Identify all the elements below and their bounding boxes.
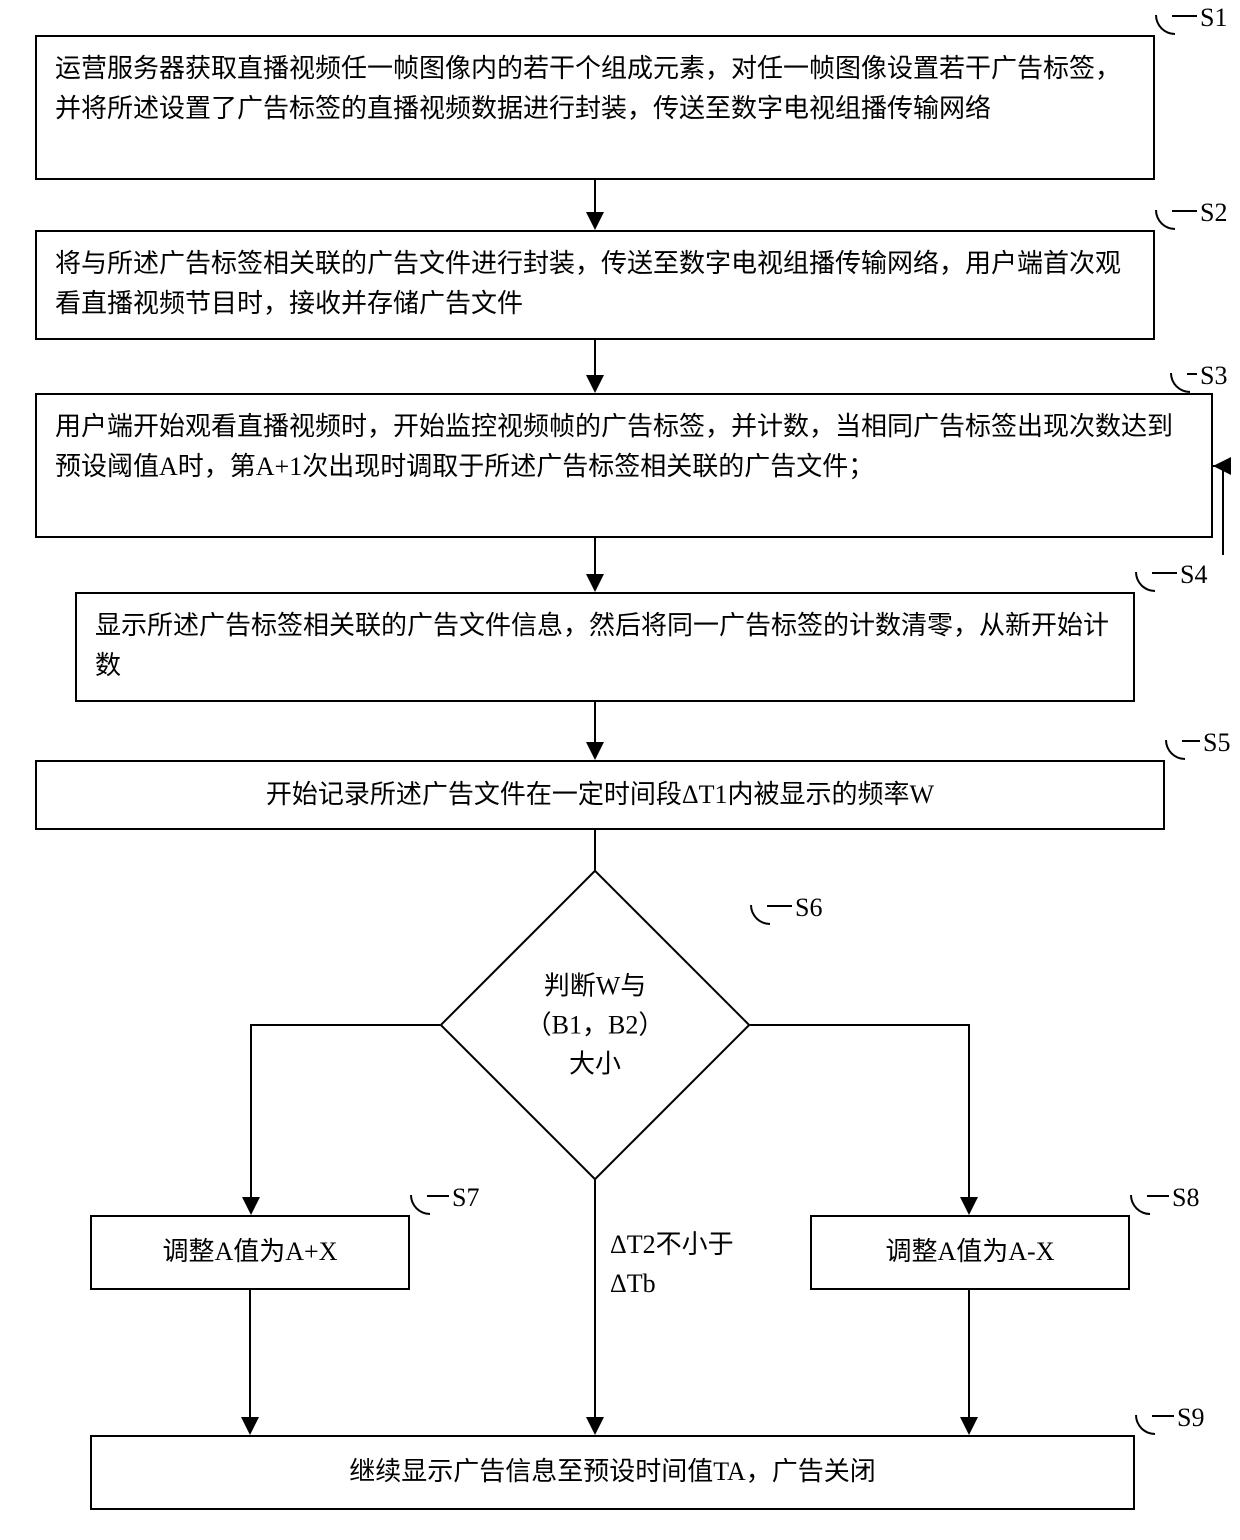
label-s1: S1	[1200, 3, 1227, 33]
edge-mid-line2: ΔTb	[610, 1264, 734, 1303]
label-s2: S2	[1200, 198, 1227, 228]
lead-curve-s5	[1165, 740, 1185, 760]
lead-curve-s8	[1130, 1195, 1150, 1215]
arrowhead-mid	[586, 1417, 604, 1435]
arrow-s1-s2	[594, 180, 596, 214]
branch-right-h	[750, 1024, 970, 1026]
s1-text: 运营服务器获取直播视频任一帧图像内的若干个组成元素，对任一帧图像设置若干广告标签…	[55, 54, 1121, 123]
arrow-s7-s9	[249, 1290, 251, 1420]
arrow-s4-s5	[594, 702, 596, 744]
lead-curve-s1	[1155, 15, 1175, 35]
s5-text: 开始记录所述广告文件在一定时间段ΔT1内被显示的频率W	[266, 775, 934, 815]
lead-line-s2	[1172, 210, 1197, 212]
step-s8: 调整A值为A-X	[810, 1215, 1130, 1290]
s9-text: 继续显示广告信息至预设时间值TA，广告关闭	[349, 1452, 876, 1492]
arrowhead-s2-s3	[586, 375, 604, 393]
label-s4: S4	[1180, 560, 1207, 590]
step-s3: 用户端开始观看直播视频时，开始监控视频帧的广告标签，并计数，当相同广告标签出现次…	[35, 393, 1213, 538]
arrowhead-s3-s4	[586, 574, 604, 592]
lead-curve-s6	[750, 905, 770, 925]
label-s3: S3	[1200, 361, 1227, 391]
s6-line1: 判断W与	[495, 967, 695, 1006]
lead-line-s8	[1147, 1195, 1169, 1197]
arrow-s8-s9	[968, 1290, 970, 1420]
branch-left-v	[250, 1024, 252, 1199]
branch-mid-v	[594, 1180, 596, 1420]
label-s5: S5	[1203, 728, 1230, 758]
step-s4: 显示所述广告标签相关联的广告文件信息，然后将同一广告标签的计数清零，从新开始计数	[75, 592, 1135, 702]
edge-mid-line1: ΔT2不小于	[610, 1225, 734, 1264]
label-s8: S8	[1172, 1183, 1199, 1213]
lead-line-s3	[1187, 373, 1197, 375]
lead-curve-s7	[410, 1195, 430, 1215]
feedback-arrowhead	[1213, 457, 1231, 475]
lead-line-s1	[1172, 15, 1197, 17]
s8-text: 调整A值为A-X	[886, 1232, 1055, 1272]
arrowhead-left	[242, 1197, 260, 1215]
arrow-s3-s4	[594, 538, 596, 576]
s7-text: 调整A值为A+X	[163, 1232, 338, 1272]
branch-right-v	[968, 1024, 970, 1199]
arrowhead-s7-s9	[241, 1417, 259, 1435]
lead-curve-s3	[1170, 373, 1190, 393]
lead-curve-s4	[1135, 572, 1155, 592]
lead-line-s4	[1152, 572, 1177, 574]
arrowhead-s1-s2	[586, 212, 604, 230]
label-s6: S6	[795, 893, 822, 923]
arrowhead-right	[960, 1197, 978, 1215]
step-s7: 调整A值为A+X	[90, 1215, 410, 1290]
flowchart-container: 运营服务器获取直播视频任一帧图像内的若干个组成元素，对任一帧图像设置若干广告标签…	[15, 15, 1225, 1525]
decision-s6: 判断W与 （B1，B2） 大小	[440, 870, 750, 1180]
s6-line2: （B1，B2）	[495, 1006, 695, 1045]
lead-curve-s9	[1135, 1415, 1155, 1435]
lead-line-s9	[1152, 1415, 1174, 1417]
step-s2: 将与所述广告标签相关联的广告文件进行封装，传送至数字电视组播传输网络，用户端首次…	[35, 230, 1155, 340]
step-s9: 继续显示广告信息至预设时间值TA，广告关闭	[90, 1435, 1135, 1510]
s6-text: 判断W与 （B1，B2） 大小	[495, 967, 695, 1084]
arrow-s2-s3	[594, 340, 596, 377]
lead-line-s5	[1182, 740, 1200, 742]
lead-line-s7	[427, 1195, 449, 1197]
step-s1: 运营服务器获取直播视频任一帧图像内的若干个组成元素，对任一帧图像设置若干广告标签…	[35, 35, 1155, 180]
arrowhead-s4-s5	[586, 742, 604, 760]
branch-left-h	[250, 1024, 440, 1026]
lead-line-s6	[767, 905, 792, 907]
edge-mid-label: ΔT2不小于 ΔTb	[610, 1225, 734, 1303]
feedback-v	[1222, 465, 1224, 555]
label-s7: S7	[452, 1183, 479, 1213]
s2-text: 将与所述广告标签相关联的广告文件进行封装，传送至数字电视组播传输网络，用户端首次…	[55, 249, 1121, 318]
arrowhead-s8-s9	[960, 1417, 978, 1435]
label-s9: S9	[1177, 1403, 1204, 1433]
s6-line3: 大小	[495, 1045, 695, 1084]
lead-curve-s2	[1155, 210, 1175, 230]
s3-text: 用户端开始观看直播视频时，开始监控视频帧的广告标签，并计数，当相同广告标签出现次…	[55, 412, 1173, 481]
s4-text: 显示所述广告标签相关联的广告文件信息，然后将同一广告标签的计数清零，从新开始计数	[95, 611, 1109, 680]
step-s5: 开始记录所述广告文件在一定时间段ΔT1内被显示的频率W	[35, 760, 1165, 830]
